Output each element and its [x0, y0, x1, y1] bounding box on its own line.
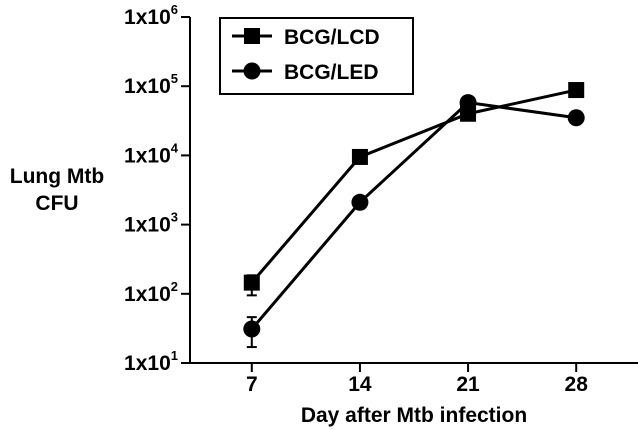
y-tick-label-base: 1x10	[124, 214, 171, 237]
y-tick-label-base: 1x10	[124, 352, 171, 375]
y-tick-label: 1x105	[124, 71, 178, 98]
y-tick-label-base: 1x10	[124, 283, 171, 306]
series-bcg-lcd	[243, 82, 585, 297]
y-tick-label: 1x106	[124, 2, 178, 29]
legend-marker-circle	[243, 62, 261, 80]
series-bcg-led	[243, 94, 585, 349]
legend: BCG/LCD BCG/LED	[219, 17, 414, 95]
series-line	[250, 100, 577, 330]
y-tick-label: 1x103	[124, 210, 178, 237]
y-tick-label: 1x104	[124, 140, 179, 167]
y-tick-label-base: 1x10	[124, 6, 171, 29]
data-point-circle	[459, 94, 477, 112]
y-tick-label-exponent: 6	[171, 2, 178, 17]
x-tick-label: 28	[565, 373, 589, 396]
x-axis-title: Day after Mtb infection	[301, 404, 527, 427]
data-point-circle	[243, 320, 261, 338]
y-axis-title-line-2: CFU	[35, 192, 78, 215]
data-point-square	[568, 82, 585, 99]
data-point-square	[351, 148, 368, 165]
y-tick-label-exponent: 4	[171, 140, 179, 155]
data-series	[243, 82, 585, 349]
x-tick-label: 21	[456, 373, 480, 396]
legend-label: BCG/LCD	[284, 26, 380, 49]
y-axis-title-line-1: Lung Mtb	[10, 165, 104, 188]
y-tick-label-exponent: 2	[171, 279, 178, 294]
y-tick-label-exponent: 3	[171, 210, 178, 225]
y-tick-label-exponent: 5	[171, 71, 178, 86]
x-axis-ticks: 7 14 21 28	[246, 363, 588, 396]
data-point-square	[243, 274, 260, 291]
y-tick-label: 1x101	[124, 348, 178, 375]
legend-marker-square	[244, 28, 260, 44]
y-tick-label: 1x102	[124, 279, 178, 306]
y-tick-label-base: 1x10	[124, 144, 171, 167]
y-tick-label-exponent: 1	[171, 348, 178, 363]
y-tick-label-base: 1x10	[124, 75, 171, 98]
legend-label: BCG/LED	[284, 61, 379, 84]
series-line	[250, 88, 577, 284]
data-point-circle	[567, 109, 585, 127]
axes	[189, 17, 638, 364]
data-point-circle	[351, 193, 369, 211]
x-tick-label: 14	[348, 373, 372, 396]
x-tick-label: 7	[246, 373, 258, 396]
